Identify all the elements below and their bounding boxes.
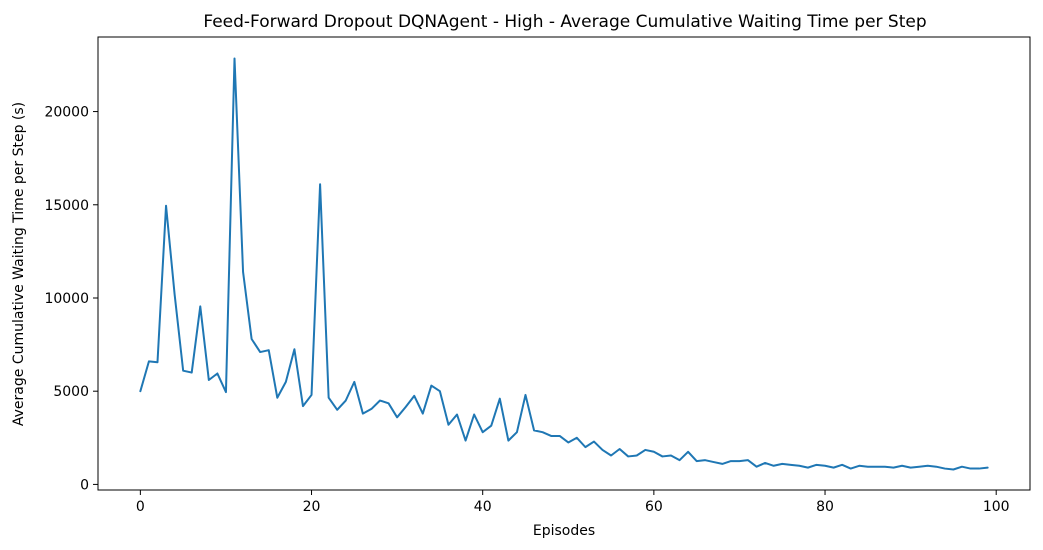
y-tick-label: 5000 xyxy=(53,384,89,400)
x-tick-label: 40 xyxy=(474,499,492,515)
x-tick-label: 20 xyxy=(303,499,321,515)
chart-title: Feed-Forward Dropout DQNAgent - High - A… xyxy=(203,12,926,32)
plot-area xyxy=(139,57,989,471)
y-tick-label: 0 xyxy=(80,477,89,493)
y-tick-label: 10000 xyxy=(44,291,89,307)
x-axis-ticks: 0 20 40 60 80 100 xyxy=(136,490,1010,515)
y-tick-label: 15000 xyxy=(44,198,89,214)
y-axis-label: Average Cumulative Waiting Time per Step… xyxy=(11,102,27,426)
x-tick-label: 100 xyxy=(983,499,1010,515)
y-tick-label: 20000 xyxy=(44,105,89,121)
series-line xyxy=(139,57,989,471)
x-tick-label: 80 xyxy=(816,499,834,515)
x-tick-label: 60 xyxy=(645,499,663,515)
plot-frame xyxy=(97,36,1031,491)
x-axis-label: Episodes xyxy=(533,523,595,539)
y-axis-ticks: 0 5000 10000 15000 20000 xyxy=(44,105,98,493)
x-tick-label: 0 xyxy=(136,499,145,515)
